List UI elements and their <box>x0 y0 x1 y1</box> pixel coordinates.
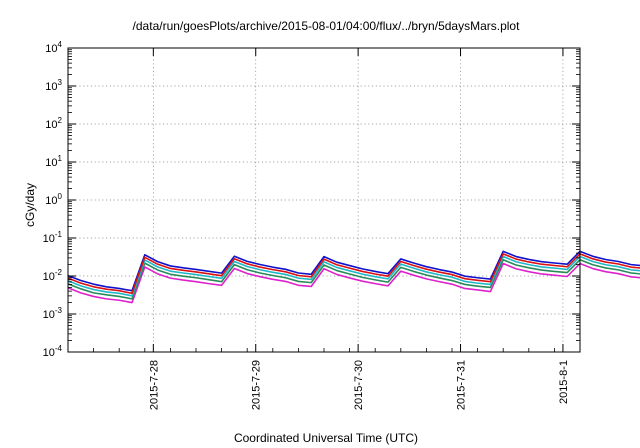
x-tick-label: 2015-8-1 <box>558 360 570 404</box>
x-tick-label: 2015-7-30 <box>353 360 365 410</box>
grid <box>68 48 580 352</box>
y-tick-label: 10-3 <box>43 306 63 321</box>
x-tick-label: 2015-7-31 <box>456 360 468 410</box>
y-tick-label: 10-2 <box>43 268 63 283</box>
y-tick-label: 104 <box>45 40 62 55</box>
x-axis-label: Coordinated Universal Time (UTC) <box>234 431 418 445</box>
y-tick-label: 103 <box>45 78 62 93</box>
y-axis-label: cGy/day <box>23 183 37 227</box>
x-axis: 2015-7-28 2015-7-29 2015-7-30 2015-7-31 2015… <box>67 48 581 410</box>
y-tick-label: 10-4 <box>43 344 63 359</box>
y-tick-label: 100 <box>45 192 62 207</box>
y-tick-label: 102 <box>45 116 62 131</box>
y-tick-label: 10-1 <box>43 230 63 245</box>
y-axis: 10-4 10-3 10-2 10-1 100 101 102 103 104 <box>43 40 580 359</box>
x-tick-label: 2015-7-29 <box>251 360 263 410</box>
chart-title: /data/run/goesPlots/archive/2015-08-01/0… <box>133 19 521 33</box>
x-tick-label: 2015-7-28 <box>148 360 160 410</box>
y-tick-label: 101 <box>45 154 62 169</box>
